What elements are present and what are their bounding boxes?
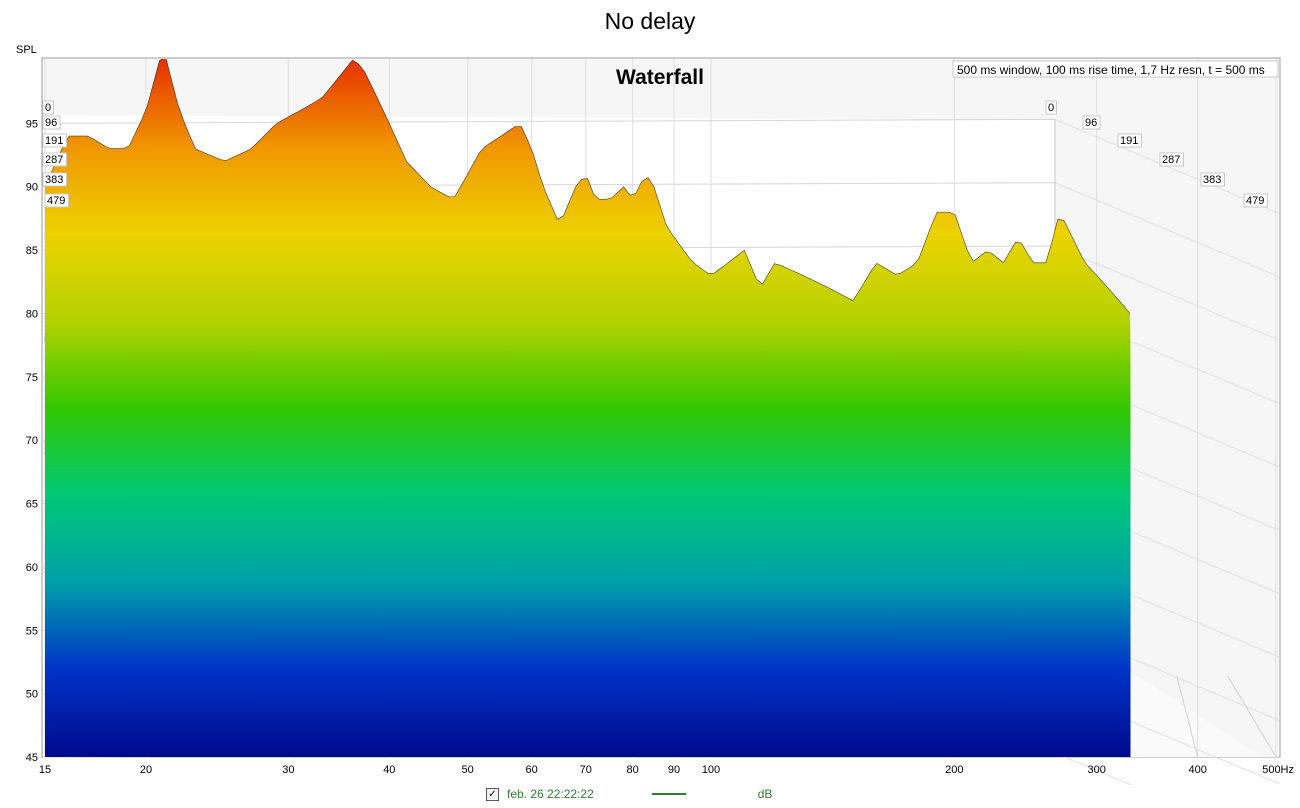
z-tick-box xyxy=(1200,172,1225,187)
z-tick-label: 383 xyxy=(1203,174,1221,186)
z-tick-box xyxy=(42,115,61,130)
x-tick-label: 60 xyxy=(526,764,538,776)
y-tick-label: 70 xyxy=(26,435,38,447)
z-tick-label: 479 xyxy=(47,195,65,207)
slice-line xyxy=(44,59,1131,314)
y-tick-label: 50 xyxy=(26,689,38,701)
z-tick-box xyxy=(42,172,67,187)
z-tick-box xyxy=(1045,100,1057,115)
x-tick-label: 100 xyxy=(702,764,720,776)
y-tick-label: 45 xyxy=(26,752,38,764)
y-tick-label: 65 xyxy=(26,499,38,511)
x-tick-label: 300 xyxy=(1087,764,1105,776)
y-axis-label: SPL xyxy=(16,44,37,56)
z-tick-label: 96 xyxy=(1085,117,1097,129)
x-tick-label: 200 xyxy=(945,764,963,776)
z-tick-label: 383 xyxy=(45,174,63,186)
z-tick-label: 0 xyxy=(45,102,51,114)
y-tick-label: 85 xyxy=(26,245,38,257)
z-tick-label: 0 xyxy=(1048,102,1054,114)
y-tick-label: 80 xyxy=(26,308,38,320)
x-tick-label: 40 xyxy=(383,764,395,776)
z-tick-box xyxy=(1082,115,1101,130)
z-tick-box xyxy=(44,193,69,208)
x-tick-label: 500Hz xyxy=(1262,764,1294,776)
z-tick-box xyxy=(42,152,67,167)
z-tick-box xyxy=(1159,152,1184,167)
legend-checkbox[interactable]: ✓ xyxy=(486,787,499,801)
x-tick-label: 70 xyxy=(580,764,592,776)
y-tick-label: 75 xyxy=(26,372,38,384)
chart-title: Waterfall xyxy=(616,66,704,89)
z-tick-label: 96 xyxy=(45,117,57,129)
x-tick-label: 30 xyxy=(282,764,294,776)
z-tick-label: 287 xyxy=(45,154,63,166)
x-tick-label: 400 xyxy=(1188,764,1206,776)
x-tick-label: 90 xyxy=(668,764,680,776)
waterfall-slice xyxy=(44,59,1131,757)
z-tick-label: 191 xyxy=(45,135,63,147)
legend-line-swatch xyxy=(651,793,686,795)
x-tick-label: 50 xyxy=(462,764,474,776)
z-tick-box xyxy=(42,133,67,148)
z-tick-box xyxy=(1243,193,1268,208)
legend-unit: dB xyxy=(757,787,773,801)
y-tick-label: 95 xyxy=(26,118,38,130)
waterfall-chart[interactable]: 45 50 55 60 65 70 75 80 85 90 95 15 20 30 40 50 60 70 80 90… xyxy=(0,0,1300,785)
axis-layer: 45 50 55 60 65 70 75 80 85 90 95 15 20 30 40 50 60 70 80 90… xyxy=(26,100,1294,776)
z-tick-box xyxy=(42,100,54,115)
legend-label: feb. 26 22:22:22 xyxy=(507,787,594,801)
page-title: No delay xyxy=(604,8,696,34)
legend: ✓ feb. 26 22:22:22 dB xyxy=(486,786,772,802)
settings-text: 500 ms window, 100 ms rise time, 1,7 Hz … xyxy=(957,63,1265,77)
slice-fill xyxy=(45,59,1131,757)
y-tick-label: 60 xyxy=(26,562,38,574)
y-tick-label: 55 xyxy=(26,625,38,637)
z-tick-label: 287 xyxy=(1162,154,1180,166)
settings-box xyxy=(952,60,1279,78)
z-tick-label: 191 xyxy=(1120,135,1138,147)
x-tick-label: 20 xyxy=(140,764,152,776)
z-tick-label: 479 xyxy=(1246,195,1264,207)
y-tick-label: 90 xyxy=(26,182,38,194)
back-wall xyxy=(43,59,1279,757)
x-tick-label: 15 xyxy=(39,764,51,776)
z-tick-box xyxy=(1117,133,1142,148)
x-tick-label: 80 xyxy=(627,764,639,776)
waterfall-surface xyxy=(44,59,1131,757)
